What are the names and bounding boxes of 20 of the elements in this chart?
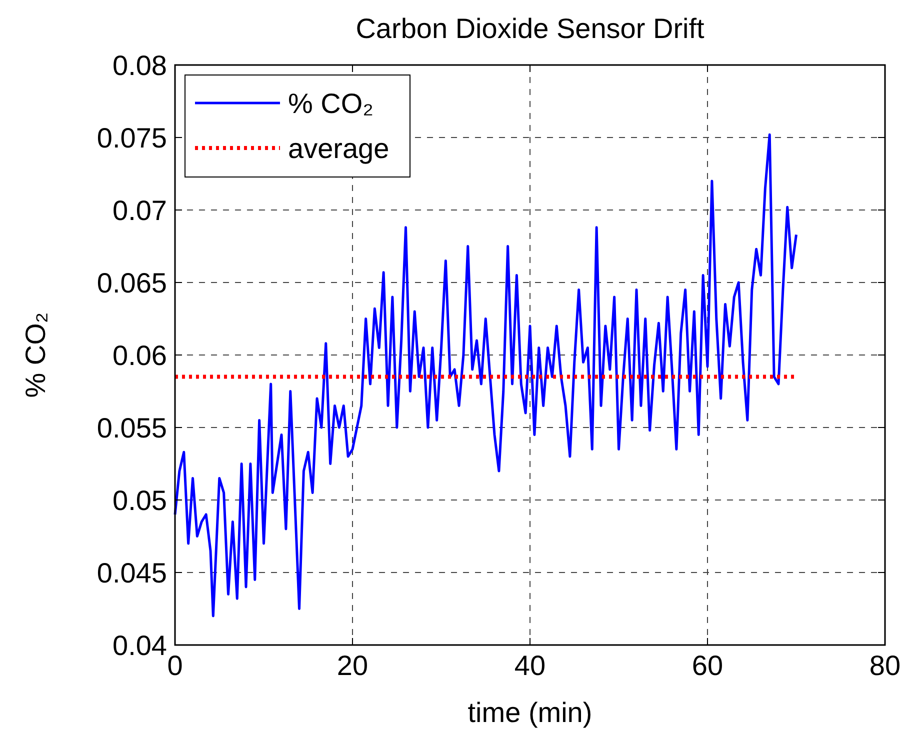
x-tick-label: 20	[336, 650, 368, 681]
chart-title: Carbon Dioxide Sensor Drift	[356, 13, 705, 44]
x-tick-label: 80	[869, 650, 901, 681]
y-tick-label: 0.065	[96, 267, 167, 298]
legend-label: average	[288, 132, 390, 164]
line-series	[174, 133, 798, 618]
y-tick-label: 0.045	[96, 557, 167, 588]
x-tick-label: 0	[167, 650, 183, 681]
y-tick-label: 0.08	[112, 50, 167, 81]
y-tick-label: 0.075	[96, 122, 167, 154]
legend-label: % CO₂	[288, 88, 374, 119]
y-tick-label: 0.055	[96, 412, 167, 444]
y-tick-label: 0.06	[112, 340, 167, 371]
y-tick-label: 0.04	[112, 630, 167, 661]
x-tick-label: 40	[514, 650, 546, 681]
x-axis-title: time (min)	[468, 697, 592, 728]
x-tick-label: 60	[692, 650, 724, 681]
y-axis-title: % CO₂	[20, 312, 51, 398]
y-tick-label: 0.07	[112, 194, 167, 226]
y-tick-label: 0.05	[112, 484, 167, 516]
